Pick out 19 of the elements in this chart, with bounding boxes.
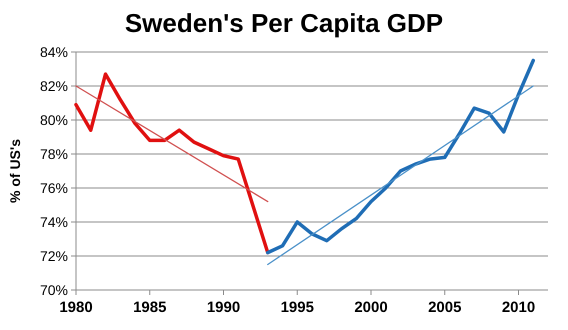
x-tick-label: 1995: [280, 299, 314, 316]
line-series: [74, 72, 270, 254]
x-tick-label: 1990: [206, 299, 240, 316]
y-tick-label: 84%: [40, 44, 68, 60]
x-tick-label: 1985: [133, 299, 166, 316]
y-tick-label: 72%: [40, 248, 68, 264]
y-tick-label: 82%: [40, 78, 68, 94]
x-tick-label: 2000: [354, 299, 388, 316]
line-series: [266, 58, 535, 254]
y-tick-label: 70%: [40, 282, 68, 298]
y-tick-label: 76%: [40, 180, 68, 196]
x-tick-label: 2010: [502, 299, 536, 316]
chart-title: Sweden's Per Capita GDP: [124, 8, 444, 38]
y-tick-label: 80%: [40, 112, 68, 128]
x-tick-label: 1980: [59, 299, 93, 316]
y-tick-label: 74%: [40, 214, 68, 230]
y-tick-label: 78%: [40, 146, 68, 162]
x-tick-label: 2005: [428, 299, 462, 316]
y-axis-title: % of US's: [7, 138, 23, 204]
